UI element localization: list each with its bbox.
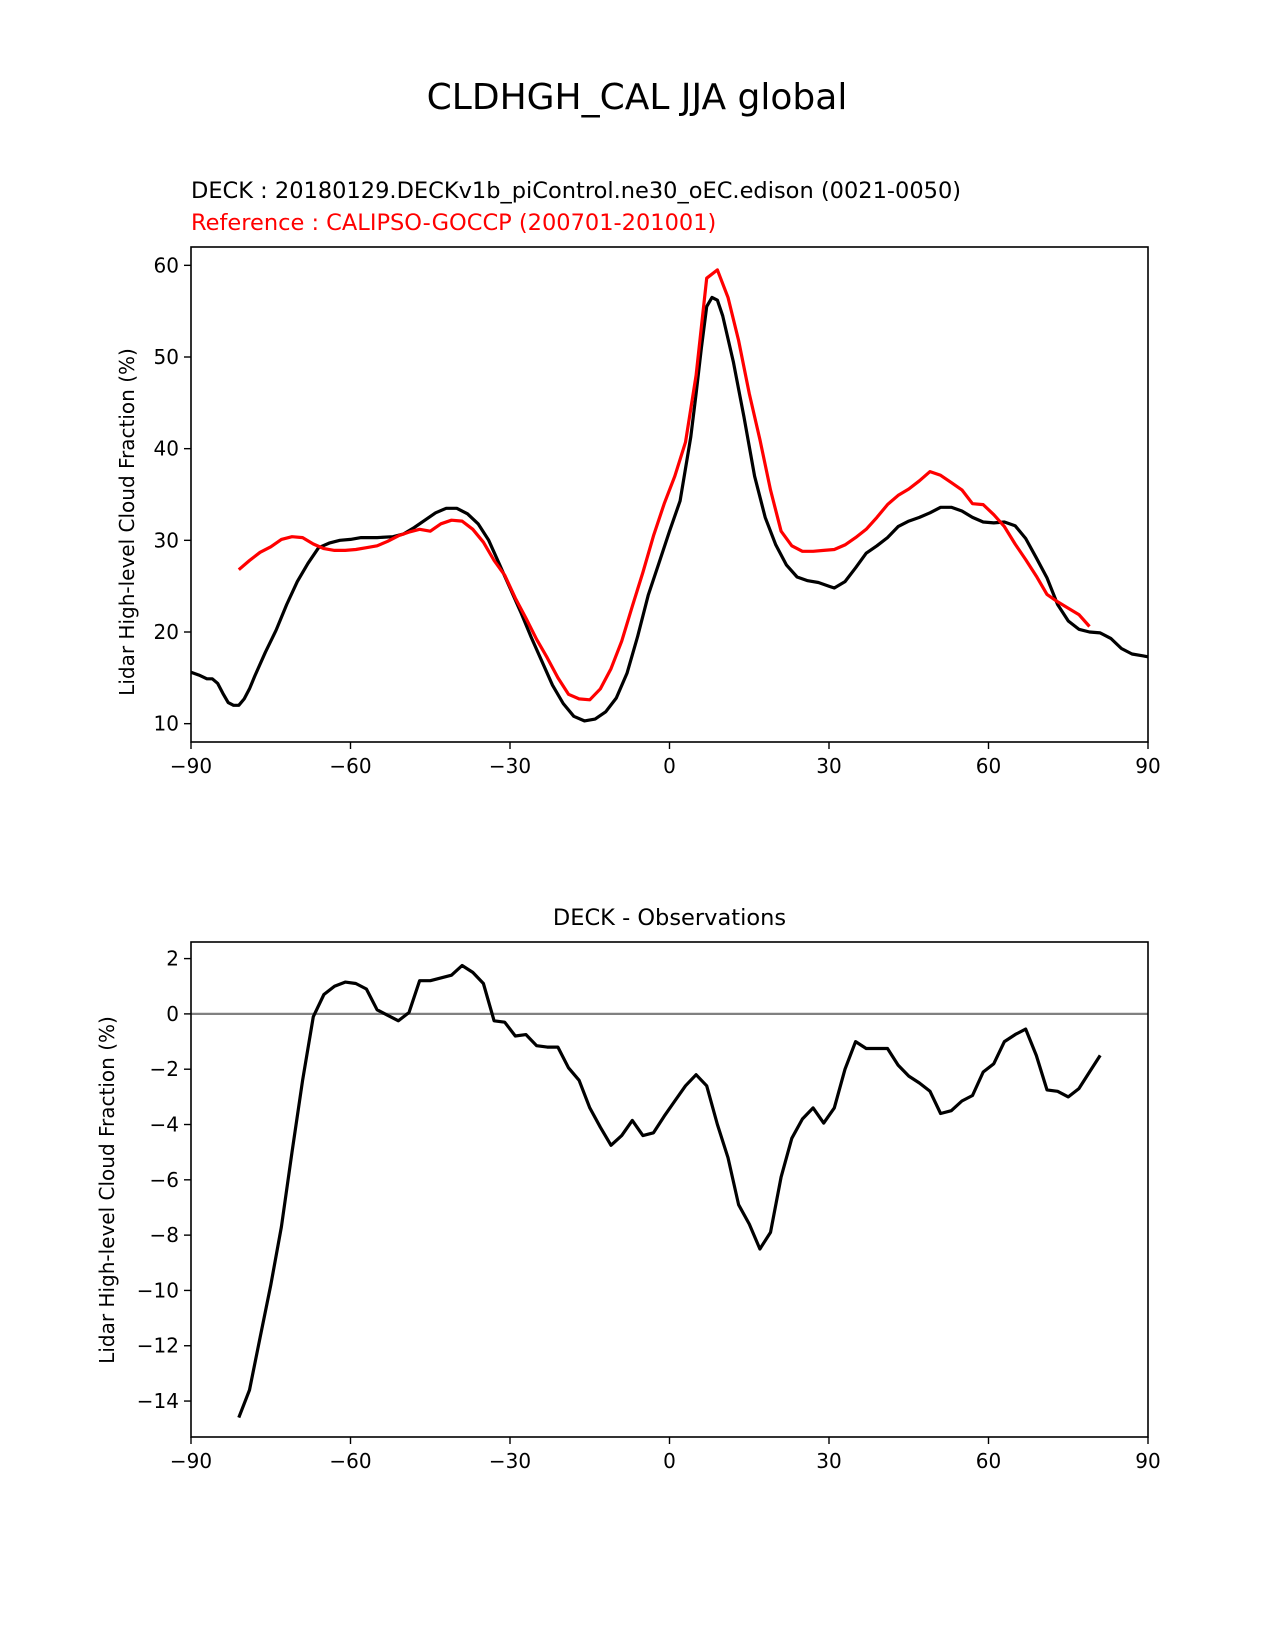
bottom-y-tick-label: −12 bbox=[137, 1334, 179, 1358]
bottom-x-tick-label: 0 bbox=[663, 1449, 676, 1473]
top-x-tick-label: 30 bbox=[816, 754, 841, 778]
bottom-x-tick-label: 90 bbox=[1135, 1449, 1160, 1473]
bottom-chart-title: DECK - Observations bbox=[553, 905, 786, 931]
top-chart: DECK : 20180129.DECKv1b_piControl.ne30_o… bbox=[115, 178, 1161, 778]
top-y-tick-label: 20 bbox=[154, 620, 179, 644]
top-x-tick-label: 90 bbox=[1135, 754, 1160, 778]
bottom-x-tick-label: −30 bbox=[489, 1449, 531, 1473]
reference-title: Reference : CALIPSO-GOCCP (200701-201001… bbox=[191, 210, 716, 236]
bottom-y-tick-label: 2 bbox=[166, 947, 179, 971]
bottom-y-tick-label: −2 bbox=[150, 1057, 179, 1081]
top-y-tick-label: 40 bbox=[154, 437, 179, 461]
top-x-tick-label: 0 bbox=[663, 754, 676, 778]
top-y-axis-label: Lidar High-level Cloud Fraction (%) bbox=[115, 348, 139, 696]
bottom-y-tick-label: −10 bbox=[137, 1278, 179, 1302]
bottom-plot-frame bbox=[190, 941, 1149, 1438]
bottom-y-tick-label: −8 bbox=[150, 1223, 179, 1247]
top-x-tick-label: −90 bbox=[170, 754, 212, 778]
top-series-deck-line bbox=[190, 295, 1149, 723]
model-title: DECK : 20180129.DECKv1b_piControl.ne30_o… bbox=[191, 178, 961, 204]
bottom-y-tick-label: −6 bbox=[150, 1168, 179, 1192]
top-y-tick-label: 50 bbox=[154, 345, 179, 369]
bottom-x-tick-label: 60 bbox=[976, 1449, 1001, 1473]
bottom-y-tick-label: 0 bbox=[166, 1002, 179, 1026]
bottom-y-axis-label: Lidar High-level Cloud Fraction (%) bbox=[95, 1016, 119, 1364]
bottom-x-tick-label: 30 bbox=[816, 1449, 841, 1473]
top-y-tick-label: 30 bbox=[154, 528, 179, 552]
bottom-chart: DECK - Observations Lidar High-level Clo… bbox=[95, 905, 1161, 1473]
bottom-x-tick-label: −60 bbox=[329, 1449, 371, 1473]
top-x-tick-label: −60 bbox=[329, 754, 371, 778]
bottom-x-tick-label: −90 bbox=[170, 1449, 212, 1473]
top-x-tick-label: −30 bbox=[489, 754, 531, 778]
bottom-y-tick-label: −14 bbox=[137, 1389, 179, 1413]
bottom-series-deck-line bbox=[237, 963, 1102, 1419]
top-y-tick-label: 10 bbox=[154, 712, 179, 736]
figure-title: CLDHGH_CAL JJA global bbox=[427, 77, 848, 118]
top-y-tick-label: 60 bbox=[154, 253, 179, 277]
top-plot-frame bbox=[190, 246, 1149, 743]
top-series-reference-line bbox=[237, 268, 1091, 702]
top-x-tick-label: 60 bbox=[976, 754, 1001, 778]
bottom-y-tick-label: −4 bbox=[150, 1113, 179, 1137]
